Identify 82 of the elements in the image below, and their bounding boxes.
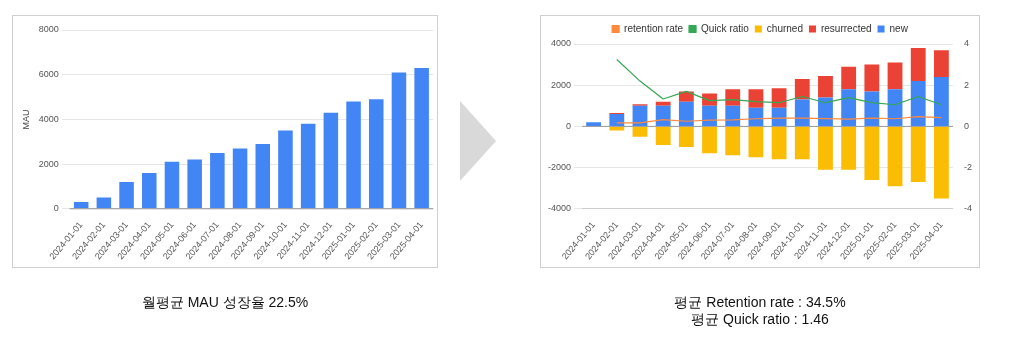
bar <box>818 97 833 126</box>
y-tick-label: 4000 <box>550 38 572 49</box>
bar <box>96 197 112 209</box>
bar <box>864 64 880 92</box>
bar <box>933 76 949 126</box>
y-tick-label: 2000 <box>38 158 59 169</box>
bar <box>323 112 339 209</box>
bar <box>910 81 926 126</box>
bar <box>818 75 833 98</box>
y-tick-label: 2000 <box>550 79 572 90</box>
bar <box>187 159 202 209</box>
legend-label: resurrected <box>820 22 872 34</box>
bar <box>678 126 694 147</box>
bar <box>702 93 717 106</box>
bar <box>771 107 787 126</box>
y-tick-label: -2000 <box>547 162 572 173</box>
legend-label: churned <box>766 22 803 34</box>
bar <box>748 126 764 158</box>
y2-tick-label: -4 <box>964 203 973 214</box>
bar <box>655 126 671 145</box>
bar <box>748 89 764 108</box>
text: 평균 Retention rate : 34.5% <box>673 294 847 311</box>
y2-tick-label: 4 <box>964 38 970 49</box>
y-tick-label: 8000 <box>38 24 59 35</box>
text: 월평균 MAU 성장율 22.5% <box>140 294 310 311</box>
bar <box>794 126 810 160</box>
bar <box>142 173 157 209</box>
bar <box>887 62 903 90</box>
bar <box>725 126 741 156</box>
bar <box>864 91 880 126</box>
bar <box>841 89 857 126</box>
legend-label: retention rate <box>624 22 684 34</box>
bar <box>771 126 787 160</box>
bar <box>864 126 880 180</box>
y2-tick-label: -2 <box>964 162 973 173</box>
y-tick-label: 4000 <box>38 113 59 124</box>
y-axis-title: MAU <box>20 109 31 130</box>
bar <box>210 152 225 209</box>
bar <box>933 50 949 77</box>
bar <box>368 99 384 209</box>
bar <box>632 126 648 137</box>
bar <box>655 105 671 126</box>
bar <box>910 126 926 183</box>
y-tick-label: -4000 <box>547 203 572 214</box>
bar <box>794 79 810 100</box>
bar <box>841 66 857 90</box>
bar <box>300 123 316 209</box>
y-tick-label: 0 <box>53 203 59 214</box>
bar <box>748 107 764 126</box>
bar <box>346 101 361 209</box>
bar <box>771 88 787 108</box>
y-tick-label: 6000 <box>38 69 59 80</box>
bar <box>655 101 671 106</box>
bar <box>73 202 89 209</box>
bar <box>818 126 833 170</box>
bar <box>609 114 625 126</box>
bar <box>391 72 407 209</box>
bar <box>702 126 717 154</box>
legend-label: Quick ratio <box>701 22 750 34</box>
bar <box>910 48 926 82</box>
bar <box>278 130 293 209</box>
bar <box>841 126 857 170</box>
bar <box>887 126 903 187</box>
y2-tick-label: 2 <box>964 79 970 90</box>
bar <box>725 89 741 106</box>
bar <box>933 126 949 199</box>
y-tick-label: 0 <box>566 120 572 131</box>
bar <box>678 101 694 126</box>
bar <box>725 105 741 126</box>
bar <box>702 105 717 126</box>
bar <box>414 67 429 209</box>
bar <box>609 126 625 131</box>
bar <box>255 143 271 209</box>
text: 평균 Quick ratio : 1.46 <box>690 311 830 328</box>
y2-tick-label: 0 <box>964 120 970 131</box>
bar <box>887 89 903 126</box>
bar <box>164 161 180 209</box>
bar <box>232 148 248 209</box>
legend-label: new <box>889 22 909 34</box>
bar <box>794 99 810 126</box>
bar <box>586 122 602 126</box>
bar <box>119 181 134 209</box>
